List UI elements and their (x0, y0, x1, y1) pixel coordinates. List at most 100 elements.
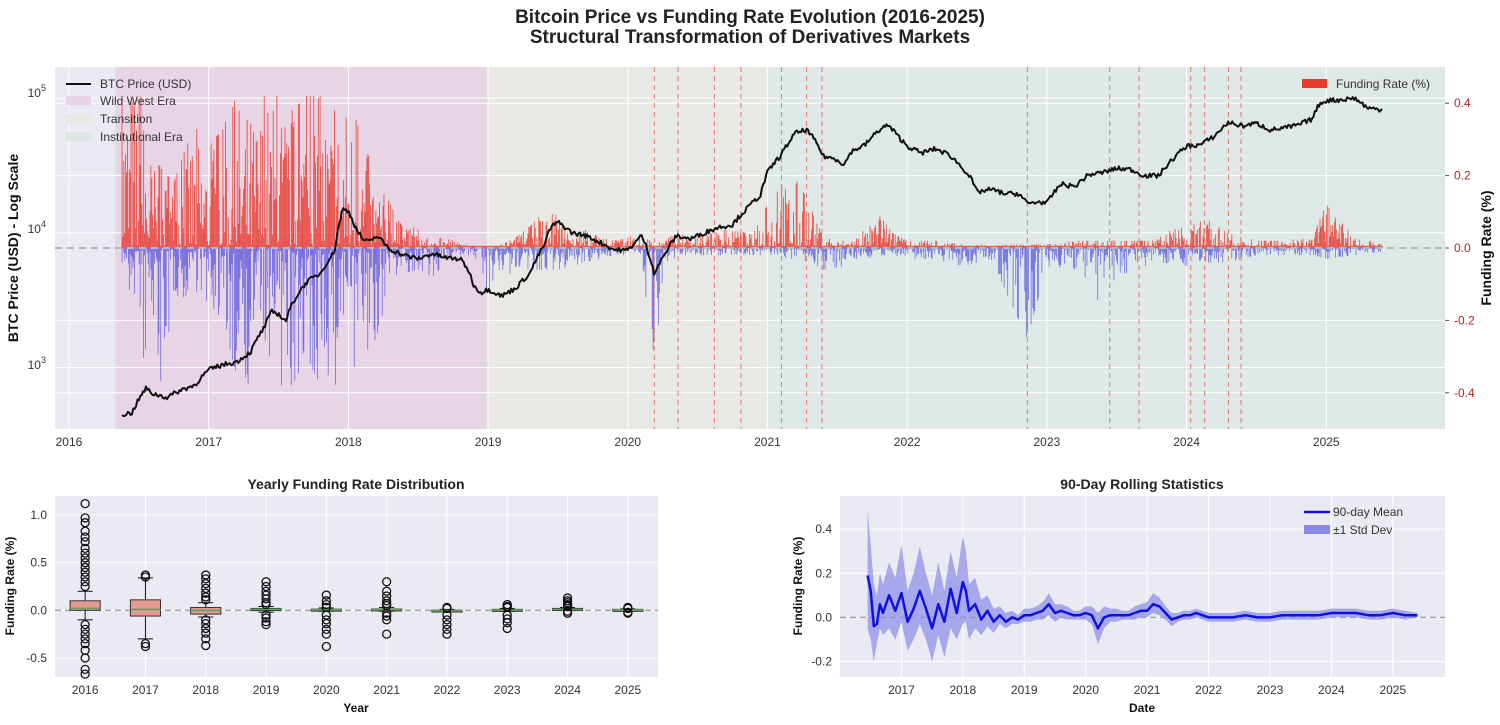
funding-axis-label: Funding Rate (%) (1478, 190, 1494, 305)
box-outlier (80, 581, 90, 592)
x-tick-label: 2023 (494, 683, 521, 697)
box-outlier (80, 558, 90, 568)
box-outlier (321, 590, 332, 600)
y-tick-exponent: 5 (41, 83, 46, 93)
figure-title-line-1: Bitcoin Price vs Funding Rate Evolution … (515, 7, 985, 28)
legend-swatch-transition (66, 114, 91, 123)
box-outlier (201, 588, 211, 598)
box-outlier (80, 537, 90, 547)
y2-tick-label: 0.4 (1454, 96, 1471, 110)
x-tick-label: 2019 (253, 683, 280, 697)
box-outlier (381, 611, 392, 621)
box-outlier (261, 619, 271, 630)
legend-swatch-institutional (66, 132, 91, 141)
rolling-x-axis-label: Date (1129, 701, 1155, 715)
box-outlier (381, 629, 392, 639)
box-outlier (623, 603, 633, 614)
legend-label-funding: Funding Rate (%) (1336, 77, 1430, 91)
box-outlier (80, 532, 90, 542)
box-outlier (201, 640, 211, 651)
x-tick-label: 2021 (754, 435, 781, 449)
box-outlier (261, 617, 271, 627)
box-outlier (381, 608, 392, 618)
box-outlier (80, 669, 90, 679)
x-tick-label: 2025 (1313, 435, 1340, 449)
x-tick-label: 2018 (949, 683, 976, 697)
y-tick-base: 10 (28, 222, 42, 236)
x-tick-label: 2024 (554, 683, 581, 697)
y2-tick-label: 0.2 (1454, 169, 1471, 183)
box-outlier (80, 619, 90, 630)
box-outlier (381, 615, 392, 625)
legend-label-mean: 90-day Mean (1333, 505, 1403, 519)
box-plot-area (55, 496, 658, 677)
y-tick-label: -0.2 (811, 655, 832, 669)
box-outlier (442, 603, 452, 614)
box-outlier (381, 577, 392, 587)
box-chart-title: Yearly Funding Rate Distribution (247, 476, 464, 492)
box-outlier (321, 615, 332, 625)
box-outlier (80, 572, 90, 582)
legend-swatch-std (1304, 525, 1330, 534)
x-tick-label: 2019 (475, 435, 502, 449)
box-outlier (562, 608, 573, 618)
box-outlier (80, 624, 90, 635)
box-outlier (261, 610, 271, 620)
box-outlier (80, 577, 90, 587)
box-outlier (261, 577, 271, 587)
rolling-legend: 90-day Mean ±1 Std Dev (1304, 505, 1403, 537)
box-outlier (80, 653, 90, 663)
box-outlier (80, 664, 90, 675)
box-x-tick-labels: 2016 2017 2018 2019 2020 2021 2022 2023 2024 2025 (72, 683, 642, 697)
price-funding-panel: 2016 2017 2018 2019 2020 2021 2022 2023 2024 2025… (5, 67, 1494, 449)
x-tick-label: 2020 (1072, 683, 1099, 697)
y-tick-base: 10 (28, 358, 42, 372)
legend-label-price: BTC Price (USD) (100, 77, 191, 91)
y2-tick-label: -0.2 (1454, 313, 1475, 327)
main-legend-right: Funding Rate (%) (1302, 77, 1430, 91)
std-dev-band (867, 509, 1418, 662)
rolling-chart-title: 90-Day Rolling Statistics (1060, 476, 1224, 492)
x-tick-label: 2024 (1318, 683, 1345, 697)
box-outlier (140, 572, 151, 582)
rolling-y-tick-labels: 0.4 0.2 0.0 -0.2 (811, 522, 832, 668)
box-outlier (381, 586, 392, 596)
x-tick-label: 2020 (313, 683, 340, 697)
box-body (69, 600, 101, 611)
box-outlier (502, 623, 512, 634)
rolling-mean-line (866, 575, 1418, 630)
box-outlier (201, 574, 211, 584)
box-outlier (80, 543, 90, 554)
y-tick-exponent: 4 (41, 219, 46, 229)
box-outlier (321, 599, 332, 610)
yearly-distribution-panel: Yearly Funding Rate Distribution 2016 201… (3, 476, 658, 715)
box-outlier (321, 624, 332, 635)
box-outlier (80, 639, 90, 649)
y-tick-base: 10 (28, 86, 42, 100)
x-tick-label: 2018 (192, 683, 219, 697)
x-tick-label: 2025 (614, 683, 641, 697)
box-outlier (80, 526, 90, 536)
box-outlier (442, 619, 452, 630)
box-outlier (261, 594, 271, 604)
y2-tick-label: -0.4 (1454, 386, 1475, 400)
rolling-statistics-panel: 90-Day Rolling Statistics 2017 2018 2019 20… (791, 476, 1445, 715)
box-outlier (80, 553, 90, 563)
box-outlier (80, 548, 90, 558)
box-outlier (80, 562, 90, 573)
price-axis-label: BTC Price (USD) - Log Scale (5, 154, 21, 342)
box-outlier (201, 628, 211, 638)
x-tick-label: 2022 (434, 683, 461, 697)
main-y-tick-labels: 103 104 105 (28, 83, 46, 372)
box-outlier (80, 629, 90, 639)
box-outlier (201, 592, 211, 602)
box-outlier (562, 601, 573, 612)
box-y-axis-label: Funding Rate (%) (3, 537, 17, 636)
x-tick-label: 2022 (1195, 683, 1222, 697)
box-outlier (261, 599, 271, 610)
x-tick-label: 2023 (1034, 435, 1061, 449)
box-outlier (201, 623, 211, 634)
x-tick-label: 2021 (373, 683, 400, 697)
y-tick-label: 0.5 (30, 556, 47, 570)
